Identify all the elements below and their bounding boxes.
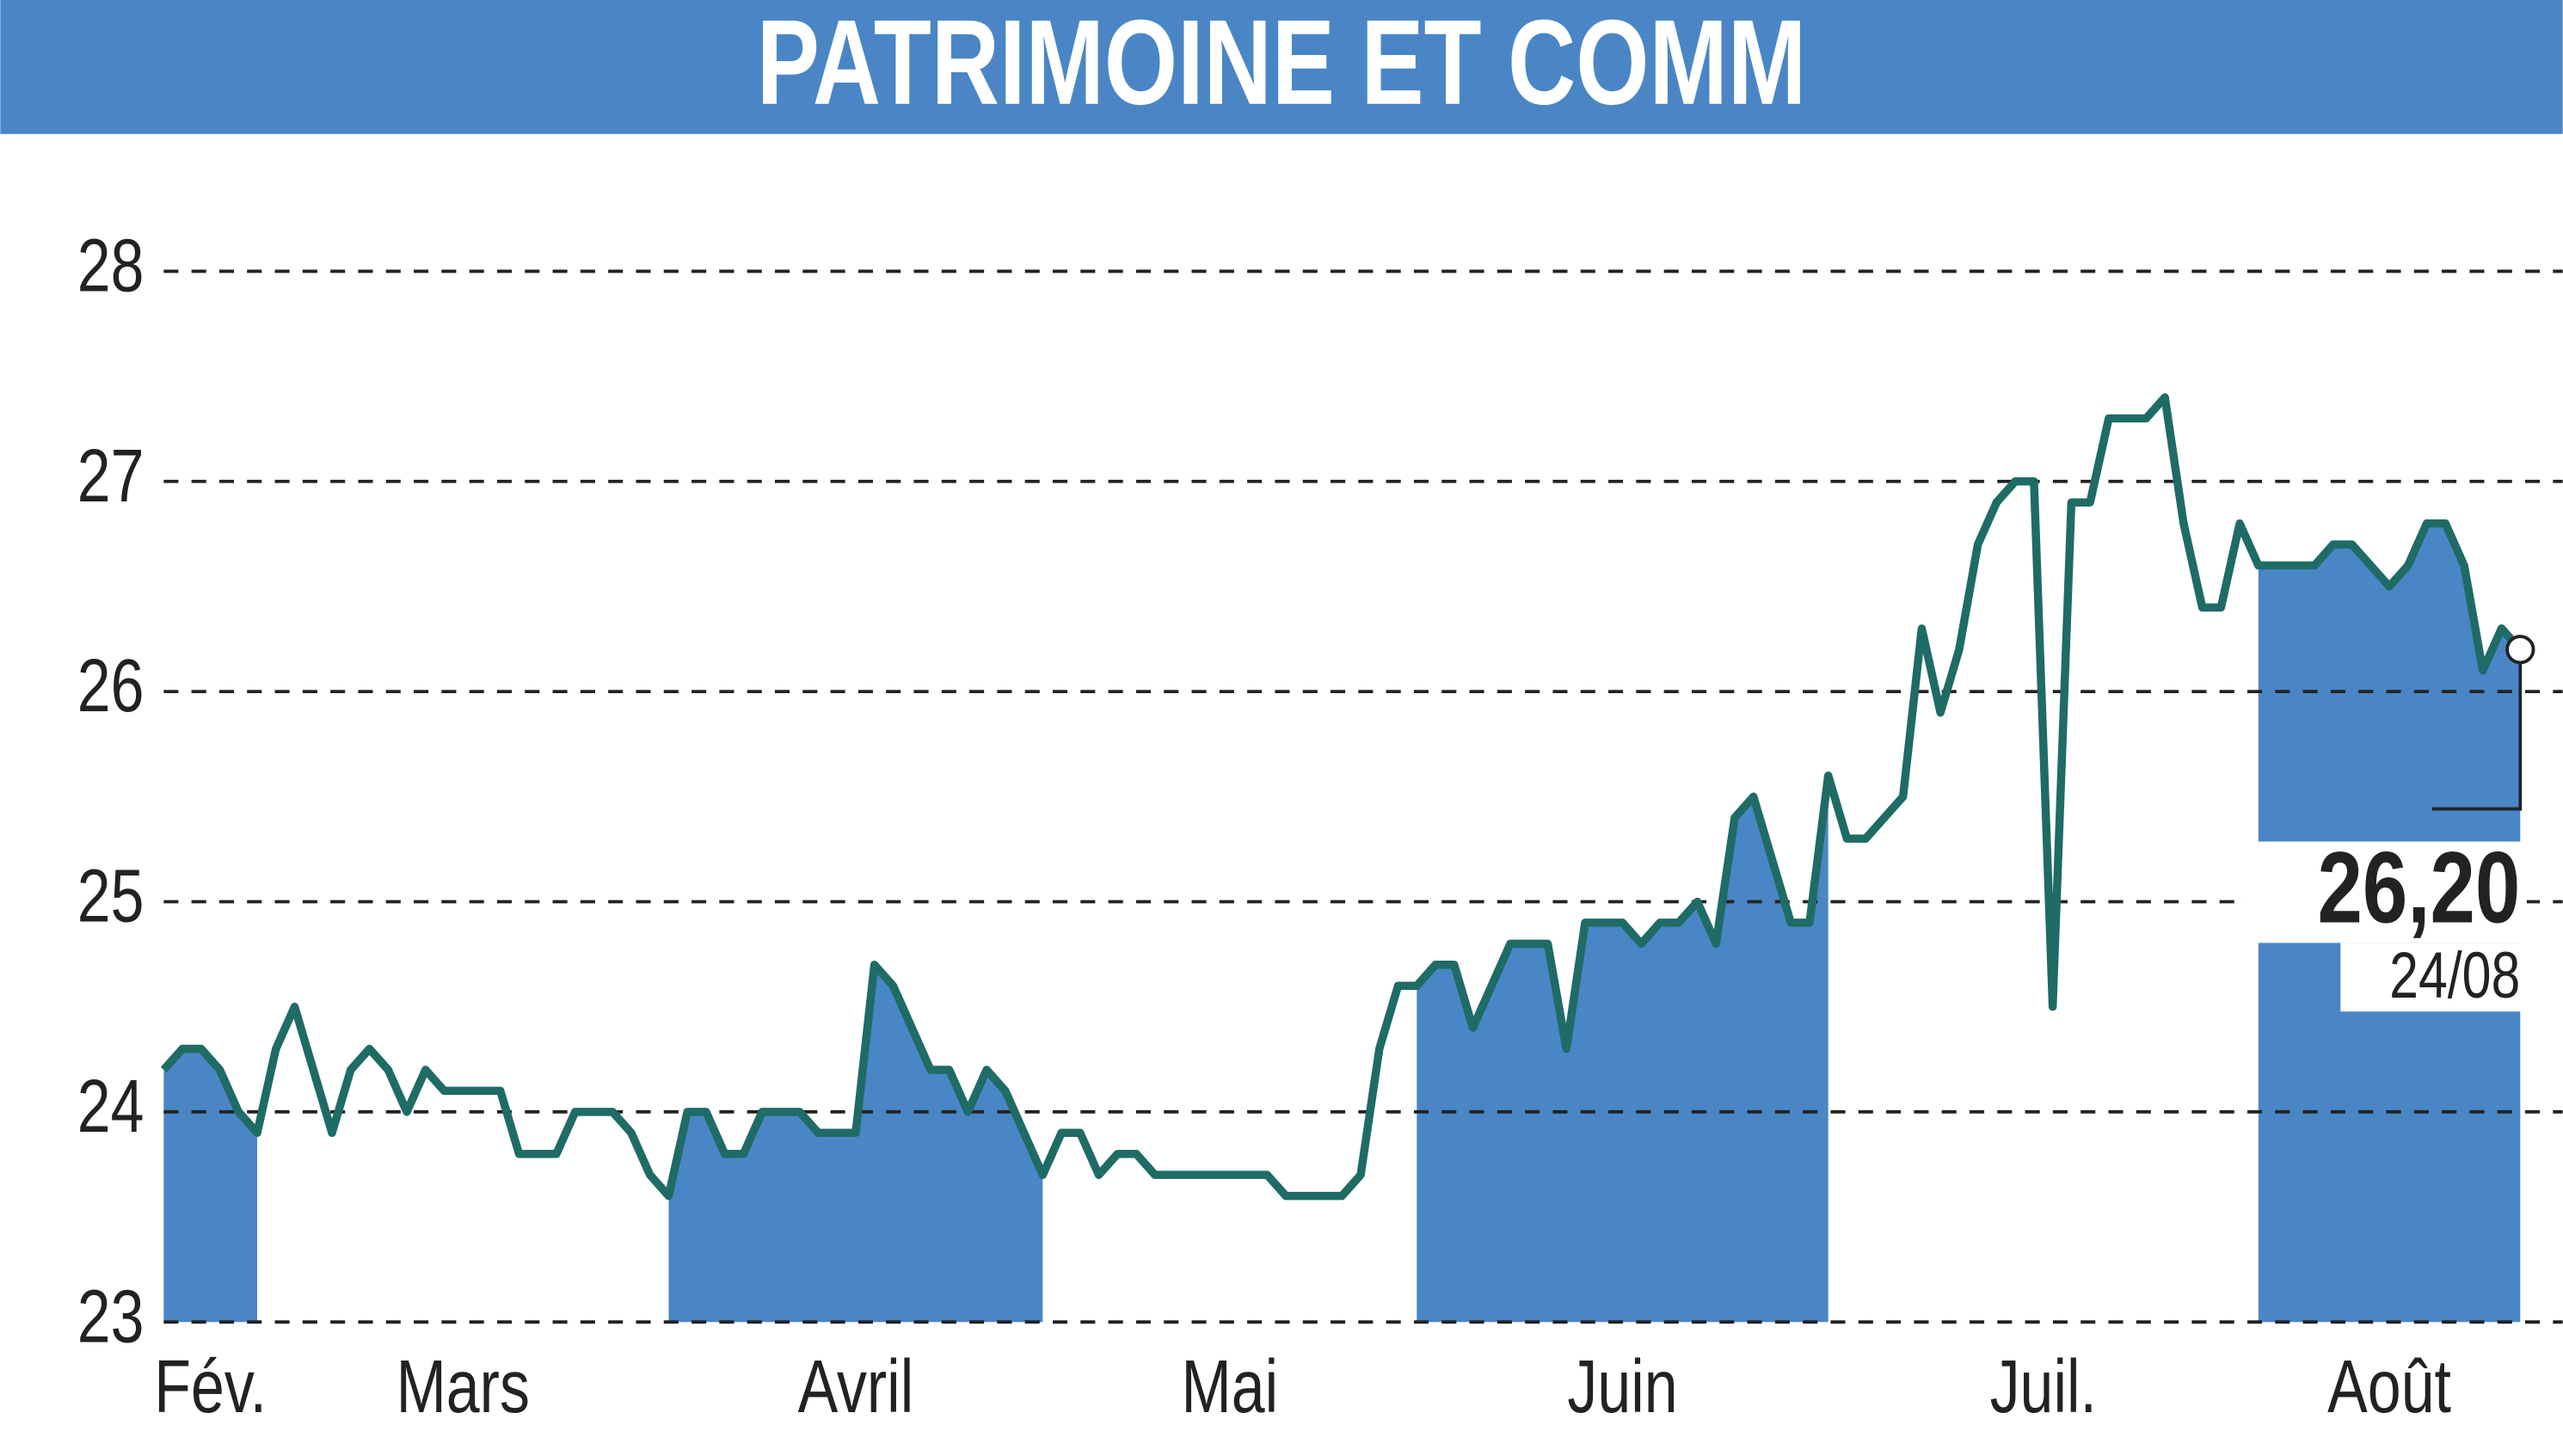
last-value-group: 26,20 xyxy=(2317,830,2520,944)
x-label-group: Août xyxy=(2327,1343,2451,1428)
last-date-label: 24/08 xyxy=(2389,939,2520,1012)
x-label-group: Fév. xyxy=(154,1343,267,1428)
last-value-label: 26,20 xyxy=(2317,830,2520,944)
y-tick-label: 24 xyxy=(77,1063,144,1147)
y-tick-label: 28 xyxy=(77,223,144,307)
header-bar xyxy=(0,0,2563,134)
month-shade xyxy=(668,964,1043,1323)
y-tick-label: 26 xyxy=(77,643,144,728)
x-tick-label: Mars xyxy=(396,1343,530,1428)
month-shade xyxy=(1417,775,1829,1323)
month-shade xyxy=(163,1048,258,1323)
label-box xyxy=(2246,841,2527,943)
price-line xyxy=(160,393,2523,1201)
y-label-group: 25 xyxy=(77,853,144,937)
last-point xyxy=(2505,635,2535,665)
x-label-group: Juin xyxy=(1567,1343,1677,1428)
y-label-group: 28 xyxy=(77,223,144,307)
title-group: PATRIMOINE ET COMM xyxy=(757,0,1806,130)
x-tick-label: Mai xyxy=(1182,1343,1279,1428)
y-label-group: 23 xyxy=(77,1274,144,1358)
x-label-group: Juil. xyxy=(1990,1343,2097,1428)
date-box xyxy=(2340,943,2527,1012)
y-label-group: 27 xyxy=(77,433,144,517)
chart-title: PATRIMOINE ET COMM xyxy=(757,0,1806,130)
x-tick-label: Avril xyxy=(798,1343,914,1428)
x-label-group: Mars xyxy=(396,1343,530,1428)
last-date-group: 24/08 xyxy=(2389,939,2520,1012)
x-tick-label: Juin xyxy=(1567,1343,1677,1428)
x-tick-label: Août xyxy=(2327,1343,2451,1428)
x-label-group: Avril xyxy=(798,1343,914,1428)
x-tick-label: Juil. xyxy=(1990,1343,2097,1428)
y-tick-label: 25 xyxy=(77,853,144,937)
y-label-group: 26 xyxy=(77,643,144,728)
y-tick-label: 23 xyxy=(77,1274,144,1358)
x-label-group: Mai xyxy=(1182,1343,1279,1428)
pointer-line xyxy=(2431,649,2523,811)
y-label-group: 24 xyxy=(77,1063,144,1147)
x-tick-label: Fév. xyxy=(154,1343,267,1428)
y-tick-label: 27 xyxy=(77,433,144,517)
